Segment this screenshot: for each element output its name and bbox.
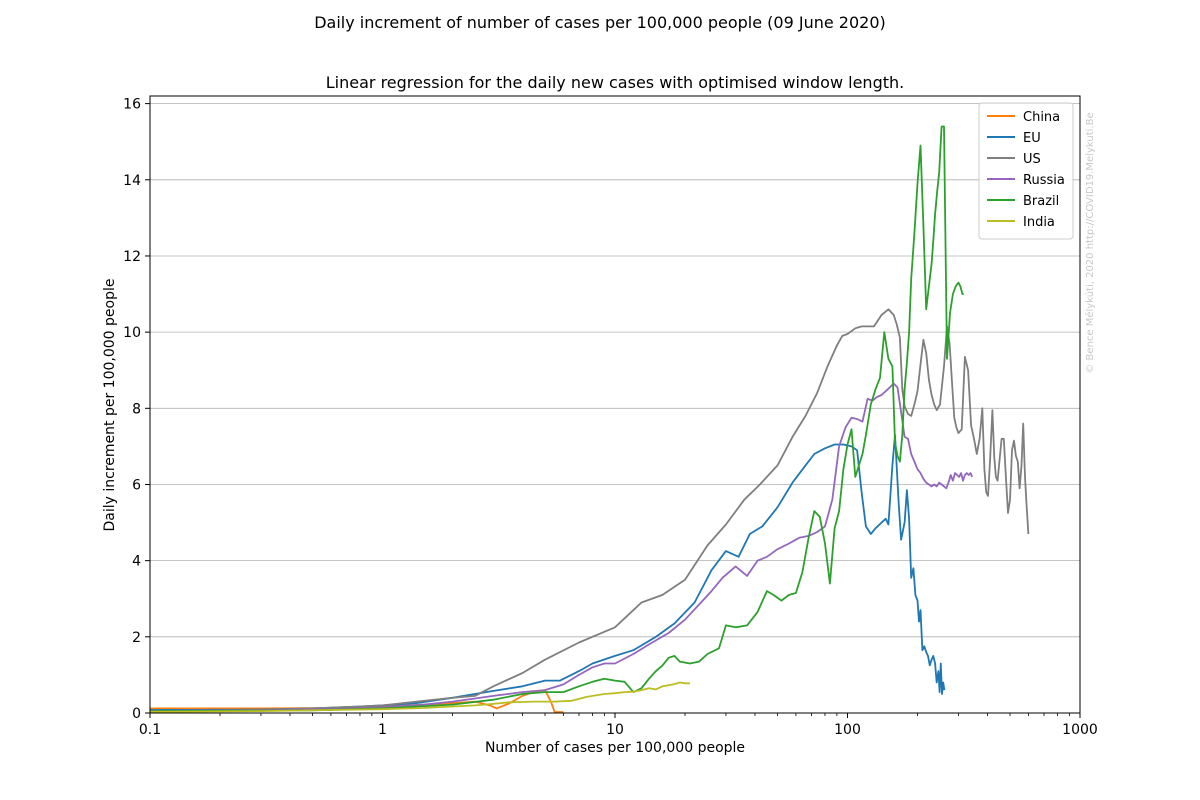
y-tick-label: 10 <box>123 325 141 341</box>
series-line-russia <box>150 382 974 712</box>
y-axis: 0 2 4 6 8 10 12 14 16 <box>123 97 150 722</box>
y-axis-label: Daily increment per 100,000 people <box>102 279 118 532</box>
watermark: © Bence Mélykúti, 2020 http://COVID19.Me… <box>1084 112 1096 373</box>
x-tick-label: 10 <box>606 722 624 738</box>
series-line-india <box>150 681 690 713</box>
x-tick-label: 0.1 <box>139 722 161 738</box>
x-tick-label: 1 <box>378 722 387 738</box>
y-tick-label: 12 <box>123 249 141 265</box>
legend-label-eu: EU <box>1023 131 1041 146</box>
y-tick-label: 16 <box>123 97 141 113</box>
series-line-brazil <box>150 125 964 712</box>
figure-suptitle: Daily increment of number of cases per 1… <box>314 13 886 32</box>
legend-label-china: China <box>1023 110 1060 125</box>
legend-label-russia: Russia <box>1023 173 1065 188</box>
x-tick-label: 1000 <box>1062 722 1098 738</box>
x-axis-label: Number of cases per 100,000 people <box>485 740 745 756</box>
legend-label-india: India <box>1023 215 1055 230</box>
y-tick-label: 14 <box>123 173 141 189</box>
y-tick-label: 6 <box>132 477 141 493</box>
y-tick-label: 2 <box>132 630 141 646</box>
y-tick-label: 8 <box>132 401 141 417</box>
chart-title: Linear regression for the daily new case… <box>326 73 904 92</box>
series-line-us <box>150 308 1030 712</box>
legend: China EU US Russia Brazil India <box>978 102 1074 240</box>
x-axis: 0.1 1 10 100 1000 <box>139 713 1098 738</box>
y-tick-label: 0 <box>132 706 141 722</box>
x-tick-label: 100 <box>834 722 861 738</box>
series-line-eu <box>150 434 946 711</box>
y-tick-label: 4 <box>132 554 141 570</box>
series-lines <box>150 125 1030 713</box>
legend-label-brazil: Brazil <box>1023 194 1059 209</box>
legend-label-us: US <box>1023 152 1041 167</box>
grid-lines <box>150 103 1080 638</box>
